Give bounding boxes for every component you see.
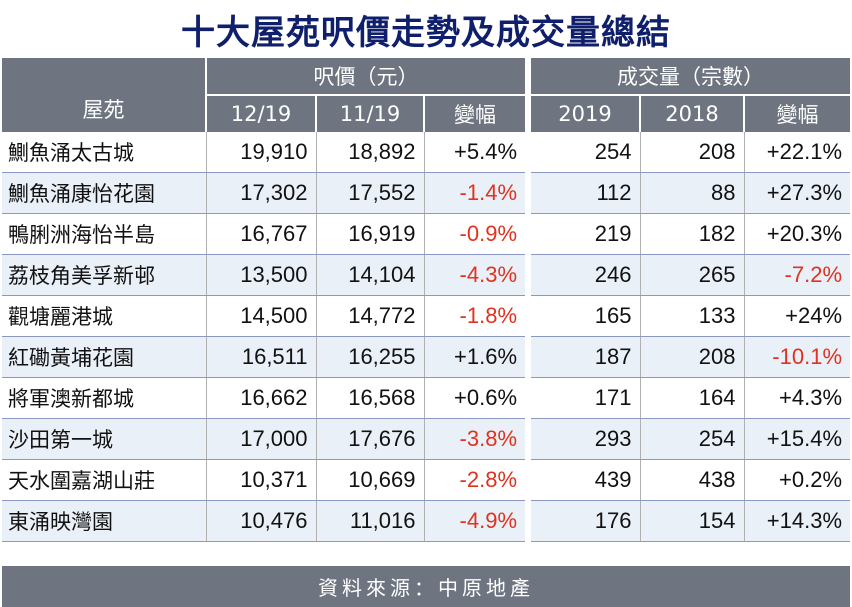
cell-price-change: -1.4% — [423, 172, 529, 214]
cell-estate-name: 鴨脷洲海怡半島 — [2, 213, 206, 255]
table-body: 鰂魚涌太古城 19,910 18,892 +5.4% 254 208 +22.1% 鰂魚涌康怡… — [2, 132, 851, 542]
cell-estate-name: 紅磡黃埔花園 — [2, 336, 206, 378]
cell-volume-2019: 171 — [525, 377, 641, 419]
cell-price-change: -4.9% — [423, 500, 529, 542]
header-volume-change: 變幅 — [743, 95, 851, 132]
cell-volume-2019: 293 — [525, 418, 641, 460]
table-row: 紅磡黃埔花園 16,511 16,255 +1.6% 187 208 -10.1% — [2, 336, 851, 378]
cell-price-1219: 19,910 — [205, 132, 316, 173]
cell-price-1219: 17,000 — [205, 418, 316, 460]
cell-price-1219: 14,500 — [205, 295, 316, 337]
cell-estate-name: 觀塘麗港城 — [2, 295, 206, 337]
cell-volume-change: +27.3% — [743, 172, 851, 214]
cell-volume-2019: 219 — [525, 213, 641, 255]
cell-price-change: -2.8% — [423, 459, 529, 501]
cell-volume-2018: 208 — [639, 336, 745, 378]
table-row: 天水圍嘉湖山莊 10,371 10,669 -2.8% 439 438 +0.2% — [2, 459, 851, 501]
cell-volume-2018: 254 — [639, 418, 745, 460]
cell-estate-name: 東涌映灣園 — [2, 500, 206, 542]
header-volume-group: 成交量（宗數） — [525, 58, 851, 96]
cell-price-change: +0.6% — [423, 377, 529, 419]
table-row: 將軍澳新都城 16,662 16,568 +0.6% 171 164 +4.3% — [2, 377, 851, 419]
source-note: 資料來源：中原地產 — [2, 566, 850, 607]
page-title: 十大屋苑呎價走勢及成交量總結 — [181, 12, 671, 53]
cell-volume-change: +14.3% — [743, 500, 851, 542]
cell-price-change: -0.9% — [423, 213, 529, 255]
cell-volume-2018: 164 — [639, 377, 745, 419]
cell-volume-change: +24% — [743, 295, 851, 337]
data-table: 屋苑 呎價（元） 成交量（宗數） 12/19 11/19 變幅 2019 201… — [2, 58, 851, 542]
table-row: 鰂魚涌康怡花園 17,302 17,552 -1.4% 112 88 +27.3% — [2, 172, 851, 214]
cell-price-1119: 10,669 — [315, 459, 424, 501]
cell-price-1219: 13,500 — [205, 254, 316, 296]
cell-volume-change: +22.1% — [743, 132, 851, 173]
cell-volume-change: -7.2% — [743, 254, 851, 296]
cell-price-1219: 17,302 — [205, 172, 316, 214]
cell-volume-change: -10.1% — [743, 336, 851, 378]
header-row-columns: 12/19 11/19 變幅 2019 2018 變幅 — [2, 95, 851, 132]
cell-price-1219: 16,511 — [205, 336, 316, 378]
cell-price-1219: 10,476 — [205, 500, 316, 542]
cell-price-1219: 16,662 — [205, 377, 316, 419]
cell-volume-change: +15.4% — [743, 418, 851, 460]
cell-volume-2018: 88 — [639, 172, 745, 214]
table-row: 沙田第一城 17,000 17,676 -3.8% 293 254 +15.4% — [2, 418, 851, 460]
cell-price-1219: 16,767 — [205, 213, 316, 255]
cell-price-1119: 16,255 — [315, 336, 424, 378]
cell-estate-name: 鰂魚涌康怡花園 — [2, 172, 206, 214]
cell-volume-2019: 254 — [525, 132, 641, 173]
cell-volume-2019: 176 — [525, 500, 641, 542]
cell-volume-2019: 112 — [525, 172, 641, 214]
cell-volume-2019: 439 — [525, 459, 641, 501]
cell-price-1119: 18,892 — [315, 132, 424, 173]
header-price-change: 變幅 — [422, 95, 529, 132]
header-estate: 屋苑 — [2, 58, 206, 132]
header-row-group: 屋苑 呎價（元） 成交量（宗數） — [2, 58, 851, 132]
cell-estate-name: 荔枝角美孚新邨 — [2, 254, 206, 296]
data-table-wrapper: 屋苑 呎價（元） 成交量（宗數） 12/19 11/19 變幅 2019 201… — [2, 58, 851, 542]
header-volume-2019: 2019 — [525, 95, 641, 132]
cell-volume-change: +4.3% — [743, 377, 851, 419]
cell-volume-2019: 246 — [525, 254, 641, 296]
cell-estate-name: 天水圍嘉湖山莊 — [2, 459, 206, 501]
table-row: 荔枝角美孚新邨 13,500 14,104 -4.3% 246 265 -7.2% — [2, 254, 851, 296]
header-price-group: 呎價（元） — [204, 58, 529, 96]
cell-volume-2018: 133 — [639, 295, 745, 337]
cell-estate-name: 將軍澳新都城 — [2, 377, 206, 419]
cell-price-change: -1.8% — [423, 295, 529, 337]
cell-volume-change: +0.2% — [743, 459, 851, 501]
header-price-1219: 12/19 — [205, 95, 316, 132]
cell-price-change: +5.4% — [423, 132, 529, 173]
table-row: 觀塘麗港城 14,500 14,772 -1.8% 165 133 +24% — [2, 295, 851, 337]
cell-price-1119: 11,016 — [315, 500, 424, 542]
cell-volume-2019: 165 — [525, 295, 641, 337]
cell-volume-2018: 208 — [639, 132, 745, 173]
cell-price-1119: 17,552 — [315, 172, 424, 214]
table-row: 鴨脷洲海怡半島 16,767 16,919 -0.9% 219 182 +20.3% — [2, 213, 851, 255]
cell-volume-2019: 187 — [525, 336, 641, 378]
cell-volume-2018: 154 — [639, 500, 745, 542]
cell-volume-change: +20.3% — [743, 213, 851, 255]
header-price-1119: 11/19 — [315, 95, 424, 132]
cell-volume-2018: 438 — [639, 459, 745, 501]
table-row: 鰂魚涌太古城 19,910 18,892 +5.4% 254 208 +22.1% — [2, 132, 851, 173]
header-volume-2018: 2018 — [639, 95, 745, 132]
cell-price-change: -4.3% — [423, 254, 529, 296]
cell-price-1119: 14,104 — [315, 254, 424, 296]
cell-price-1119: 16,568 — [315, 377, 424, 419]
cell-price-1119: 17,676 — [315, 418, 424, 460]
cell-estate-name: 沙田第一城 — [2, 418, 206, 460]
cell-estate-name: 鰂魚涌太古城 — [2, 132, 206, 173]
cell-price-1219: 10,371 — [205, 459, 316, 501]
table-row: 東涌映灣園 10,476 11,016 -4.9% 176 154 +14.3% — [2, 500, 851, 542]
cell-price-1119: 16,919 — [315, 213, 424, 255]
cell-volume-2018: 265 — [639, 254, 745, 296]
cell-volume-2018: 182 — [639, 213, 745, 255]
cell-price-1119: 14,772 — [315, 295, 424, 337]
cell-price-change: -3.8% — [423, 418, 529, 460]
cell-price-change: +1.6% — [423, 336, 529, 378]
